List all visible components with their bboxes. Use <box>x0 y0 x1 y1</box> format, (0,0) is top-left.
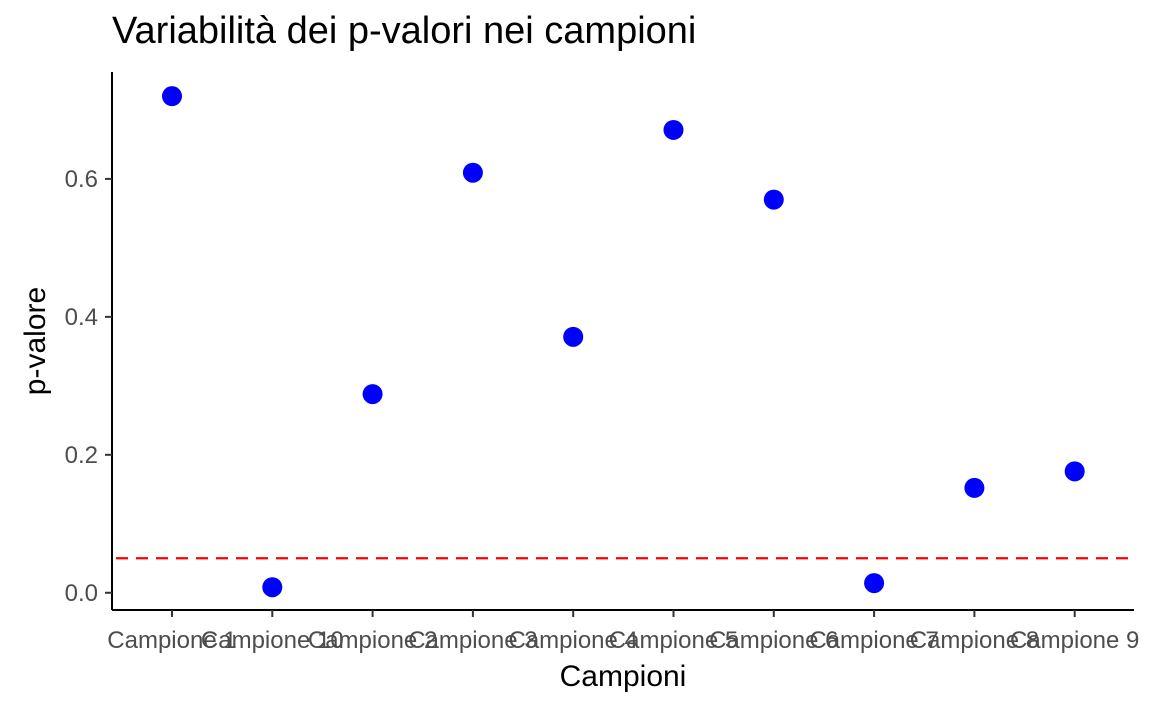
x-tick-label: Campione 1 <box>107 627 236 654</box>
x-tick-label: Campione 10 <box>201 627 344 654</box>
data-point <box>462 162 483 183</box>
x-tick-label: Campione 3 <box>408 627 537 654</box>
data-point <box>162 86 182 107</box>
data-point <box>262 577 283 598</box>
x-tick-label: Campione 5 <box>609 627 738 654</box>
y-tick-label: 0.4 <box>65 304 98 331</box>
y-axis-label: p-valore <box>19 287 52 395</box>
data-point <box>1064 461 1085 482</box>
x-tick-label: Campione 2 <box>308 627 437 654</box>
x-tick-label: Campione 9 <box>1010 627 1139 654</box>
chart-title: Variabilità dei p-valori nei campioni <box>112 10 697 52</box>
x-tick-label: Campione 4 <box>508 627 637 654</box>
x-axis-label: Campioni <box>560 660 687 693</box>
data-point <box>362 384 383 405</box>
y-tick-label: 0.0 <box>65 580 98 607</box>
data-points <box>162 86 1085 598</box>
data-point <box>563 326 584 347</box>
y-ticks: 0.0 0.2 0.4 0.6 <box>65 166 112 607</box>
x-tick-label: Campione 8 <box>910 627 1039 654</box>
data-point <box>964 477 985 498</box>
axes <box>111 72 1134 611</box>
y-tick-label: 0.2 <box>65 442 98 469</box>
x-tick-label: Campione 6 <box>709 627 838 654</box>
y-tick-label: 0.6 <box>65 166 98 193</box>
data-point <box>864 573 885 594</box>
data-point <box>763 189 784 210</box>
x-tick-label: Campione 7 <box>809 627 938 654</box>
data-point <box>663 119 684 140</box>
